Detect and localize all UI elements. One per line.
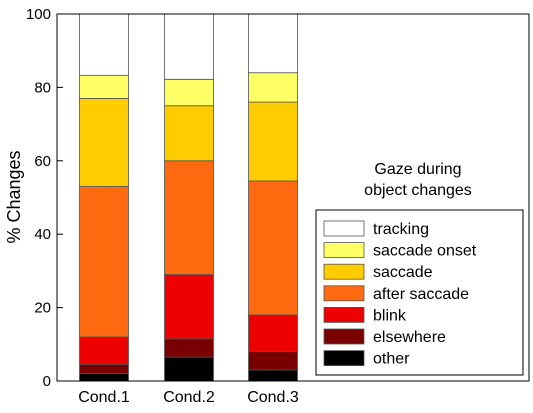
bar-cond-2-elsewhere xyxy=(164,338,214,358)
legend-label-after-saccade: after saccade xyxy=(373,286,469,303)
legend-swatch-after-saccade xyxy=(323,285,365,302)
legend-label-blink: blink xyxy=(373,307,407,324)
bar-cond-1-elsewhere xyxy=(79,364,129,375)
bars-layer xyxy=(79,13,298,382)
legend-swatch-tracking xyxy=(323,220,365,237)
bar-cond-2-saccade xyxy=(164,105,214,162)
legend-label-saccade: saccade xyxy=(373,264,433,281)
y-tick-label: 20 xyxy=(34,300,51,317)
annotation-line-2: object changes xyxy=(364,182,472,199)
x-tick-label: Cond.3 xyxy=(247,389,299,406)
bar-cond-1-tracking xyxy=(79,13,129,76)
legend-label-saccade-onset: saccade onset xyxy=(373,243,477,260)
bar-cond-3-saccade-onset xyxy=(248,72,298,103)
y-tick-label: 60 xyxy=(34,153,51,170)
y-tick-label: 100 xyxy=(26,6,51,23)
bar-cond-3-elsewhere xyxy=(248,351,298,371)
y-axis: 0 20 40 60 80 100 xyxy=(26,6,63,390)
bar-cond-3-blink xyxy=(248,314,298,353)
legend-label-other: other xyxy=(373,351,410,368)
legend-swatch-saccade-onset xyxy=(323,242,365,259)
bar-cond-2-blink xyxy=(164,274,214,340)
bar-cond-1-after-saccade xyxy=(79,186,129,338)
bar-cond-3-tracking xyxy=(248,13,298,74)
y-tick-label: 80 xyxy=(34,79,51,96)
annotation-line-1: Gaze during xyxy=(374,161,461,178)
legend-swatch-blink xyxy=(323,306,365,323)
bar-cond-2-after-saccade xyxy=(164,160,214,275)
y-tick-label: 40 xyxy=(34,226,51,243)
bar-cond-1-saccade-onset xyxy=(79,74,129,99)
legend-label-elsewhere: elsewhere xyxy=(373,329,446,346)
legend-label-tracking: tracking xyxy=(373,221,429,238)
y-tick-label: 0 xyxy=(43,373,51,390)
y-axis-label: % Changes xyxy=(4,150,24,243)
bar-cond-3-saccade xyxy=(248,101,298,182)
bar-cond-1-blink xyxy=(79,336,129,365)
bar-cond-1-saccade xyxy=(79,98,129,187)
bar-cond-2-tracking xyxy=(164,13,214,80)
legend-swatch-other xyxy=(323,350,365,367)
bar-cond-3-after-saccade xyxy=(248,180,298,316)
x-tick-label: Cond.2 xyxy=(163,389,215,406)
plot-frame xyxy=(56,13,530,382)
legend-swatch-saccade xyxy=(323,263,365,280)
legend-swatch-elsewhere xyxy=(323,328,365,345)
bar-cond-2-saccade-onset xyxy=(164,78,214,107)
legend: tracking saccade onset saccade after saccad… xyxy=(315,209,524,376)
x-axis: Cond.1 Cond.2 Cond.3 xyxy=(78,375,299,406)
x-tick-label: Cond.1 xyxy=(78,389,130,406)
